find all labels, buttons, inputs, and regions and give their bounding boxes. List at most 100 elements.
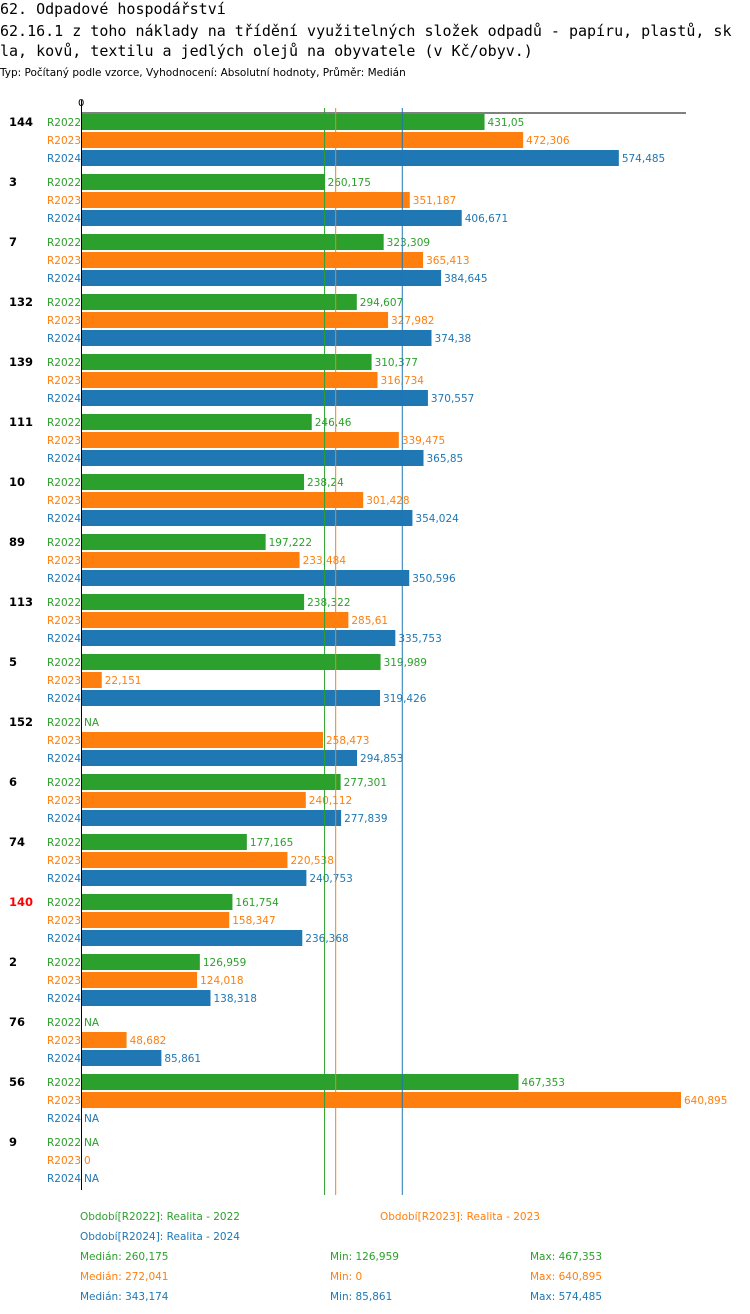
bar <box>81 414 312 430</box>
value-label: 197,222 <box>269 537 312 549</box>
group-label: 74 <box>9 835 25 849</box>
page-title: 62. Odpadové hospodářství <box>0 0 226 18</box>
bar <box>81 432 399 448</box>
series-label: R2023 <box>47 615 81 627</box>
series-label: R2024 <box>47 933 81 945</box>
value-label: 22,151 <box>105 675 142 687</box>
bar <box>81 552 300 568</box>
value-label: 365,85 <box>427 453 464 465</box>
group-label: 113 <box>9 595 33 609</box>
value-label: 374,38 <box>434 333 471 345</box>
bar <box>81 672 102 688</box>
series-label: R2022 <box>47 1137 81 1149</box>
legend-stat: Medián: 260,175 <box>80 1251 169 1263</box>
value-label: 301,428 <box>366 495 409 507</box>
series-label: R2024 <box>47 633 81 645</box>
series-label: R2023 <box>47 795 81 807</box>
value-label: 467,353 <box>522 1077 565 1089</box>
bar <box>81 234 384 250</box>
value-label: 161,754 <box>235 897 279 909</box>
bar <box>81 834 247 850</box>
bar <box>81 534 266 550</box>
value-label: 277,301 <box>344 777 387 789</box>
value-label: 0 <box>84 1155 91 1167</box>
bar <box>81 510 413 526</box>
series-label: R2022 <box>47 717 81 729</box>
value-label: 236,368 <box>305 933 348 945</box>
series-label: R2023 <box>47 495 81 507</box>
legend-series-r2024: Období[R2024]: Realita - 2024 <box>80 1231 240 1243</box>
bar <box>81 912 230 928</box>
group-label: 89 <box>9 535 25 549</box>
series-label: R2023 <box>47 915 81 927</box>
bar <box>81 990 211 1006</box>
group-label: 144 <box>9 115 33 129</box>
value-label: NA <box>84 1137 100 1149</box>
series-label: R2024 <box>47 993 81 1005</box>
series-label: R2024 <box>47 513 81 525</box>
bar <box>81 930 303 946</box>
series-label: R2023 <box>47 1155 81 1167</box>
bar <box>81 894 233 910</box>
bar <box>81 594 305 610</box>
bar <box>81 810 342 826</box>
value-label: 370,557 <box>431 393 474 405</box>
series-label: R2023 <box>47 735 81 747</box>
group-label: 56 <box>9 1075 25 1089</box>
value-label: 294,853 <box>360 753 403 765</box>
group-label: 3 <box>9 175 17 189</box>
series-label: R2024 <box>47 153 81 165</box>
group-label: 5 <box>9 655 17 669</box>
group-label: 76 <box>9 1015 25 1029</box>
value-label: 574,485 <box>622 153 665 165</box>
value-label: 406,671 <box>465 213 508 225</box>
bar <box>81 1074 519 1090</box>
group-label: 140 <box>9 895 33 909</box>
legend-stat: Medián: 272,041 <box>80 1271 169 1283</box>
bar <box>81 852 288 868</box>
group-label: 2 <box>9 955 17 969</box>
bar <box>81 972 198 988</box>
bar <box>81 654 381 670</box>
value-label: 158,347 <box>232 915 275 927</box>
legend-stat: Max: 467,353 <box>530 1251 602 1263</box>
series-label: R2023 <box>47 135 81 147</box>
value-label: 319,426 <box>383 693 427 705</box>
value-label: 310,377 <box>375 357 418 369</box>
group-label: 6 <box>9 775 17 789</box>
series-label: R2022 <box>47 477 81 489</box>
series-label: R2024 <box>47 813 81 825</box>
series-label: R2023 <box>47 435 81 447</box>
bar <box>81 174 325 190</box>
series-label: R2022 <box>47 117 81 129</box>
series-label: R2022 <box>47 537 81 549</box>
value-label: NA <box>84 1113 100 1125</box>
value-label: 246,46 <box>315 417 352 429</box>
legend-series-r2023: Období[R2023]: Realita - 2023 <box>380 1211 540 1223</box>
value-label: 323,309 <box>387 237 430 249</box>
series-label: R2024 <box>47 873 81 885</box>
legend-stat: Min: 126,959 <box>330 1251 399 1263</box>
chart-type-info: Typ: Počítaný podle vzorce, Vyhodnocení:… <box>0 67 406 79</box>
value-label: 431,05 <box>488 117 525 129</box>
group-label: 7 <box>9 235 17 249</box>
group-label: 111 <box>9 415 33 429</box>
bar <box>81 372 378 388</box>
value-label: 365,413 <box>426 255 469 267</box>
series-label: R2023 <box>47 1035 81 1047</box>
value-label: 124,018 <box>200 975 243 987</box>
series-label: R2022 <box>47 777 81 789</box>
value-label: 240,753 <box>309 873 352 885</box>
group-label: 9 <box>9 1135 17 1149</box>
bar <box>81 270 442 286</box>
value-label: 258,473 <box>326 735 369 747</box>
series-label: R2024 <box>47 693 81 705</box>
series-label: R2023 <box>47 255 81 267</box>
bar <box>81 732 323 748</box>
series-label: R2022 <box>47 237 81 249</box>
value-label: NA <box>84 1017 100 1029</box>
series-label: R2024 <box>47 1113 81 1125</box>
bar <box>81 630 396 646</box>
series-label: R2023 <box>47 315 81 327</box>
series-label: R2023 <box>47 555 81 567</box>
